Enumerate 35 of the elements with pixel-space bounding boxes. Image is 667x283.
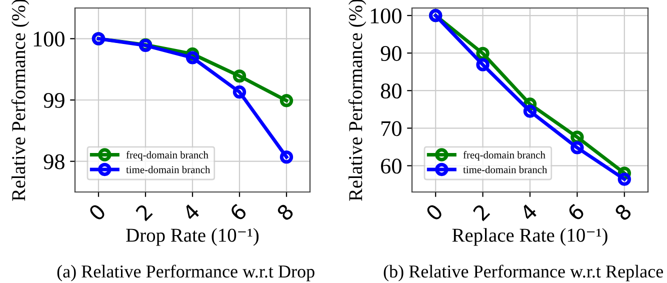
point bbox=[570, 141, 584, 154]
point bbox=[476, 58, 490, 72]
x-tick-label: 2 bbox=[472, 203, 490, 222]
point bbox=[280, 94, 294, 108]
legend-label: freq-domain branch bbox=[126, 151, 208, 161]
y-tick-label: 70 bbox=[382, 121, 402, 136]
point bbox=[280, 150, 294, 164]
y-tick-label: 80 bbox=[380, 84, 402, 99]
x-tick-label: 6 bbox=[566, 202, 586, 222]
x-tick-label: 4 bbox=[519, 203, 538, 222]
x-axis-title: Replace Rate (10⁻¹) bbox=[452, 228, 608, 246]
y-tick-label: 60 bbox=[381, 158, 402, 174]
x-tick-label: 0 bbox=[88, 202, 106, 222]
y-tick-label: 99 bbox=[44, 92, 64, 108]
legend-label: freq-domain branch bbox=[463, 151, 546, 161]
text: (b) Relative Performance w.r.t Replace bbox=[384, 264, 663, 282]
x-axis-title: Drop Rate (10⁻¹) bbox=[126, 228, 259, 246]
x-tick-label: 4 bbox=[182, 203, 200, 222]
x-tick-label: 0 bbox=[425, 202, 444, 222]
y-tick-label: 98 bbox=[44, 154, 64, 170]
legend-label: time-domain branch bbox=[463, 166, 548, 174]
legend-label: time-domain branch bbox=[126, 166, 210, 174]
point bbox=[232, 69, 246, 83]
y-tick-label: 100 bbox=[34, 32, 64, 47]
point bbox=[186, 51, 200, 64]
point bbox=[232, 85, 246, 99]
x-tick-label: 8 bbox=[276, 202, 294, 222]
text: (a) Relative Performance w.r.t Drop bbox=[57, 264, 314, 282]
y-tick-label: 100 bbox=[370, 8, 402, 24]
x-tick-label: 2 bbox=[135, 203, 153, 222]
point bbox=[523, 104, 537, 118]
y-tick-label: 90 bbox=[380, 46, 402, 61]
x-tick-label: 8 bbox=[614, 202, 632, 222]
point bbox=[618, 172, 631, 186]
x-tick-label: 6 bbox=[228, 202, 248, 222]
